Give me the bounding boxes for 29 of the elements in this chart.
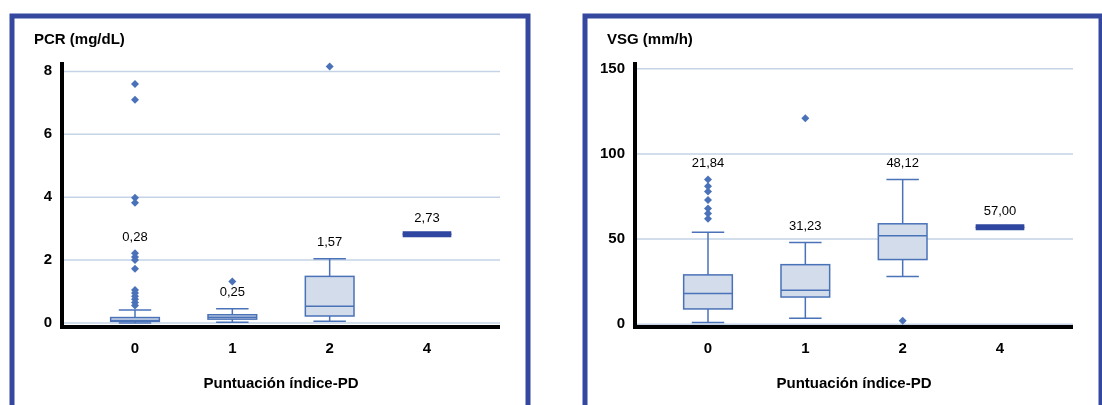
y-tick-label: 0 xyxy=(43,312,52,330)
y-tick-label: 4 xyxy=(43,187,53,205)
y-tick-label: 100 xyxy=(599,143,625,161)
x-tick-label: 0 xyxy=(703,339,713,356)
annotation: 48,12 xyxy=(886,154,919,170)
x-tick-label: 0 xyxy=(130,339,140,356)
x-tick-label: 2 xyxy=(898,339,907,356)
x-tick-label: 4 xyxy=(995,339,1005,356)
y-tick-label: 150 xyxy=(599,58,625,76)
x-tick-label: 4 xyxy=(422,339,432,356)
annotation: 57,00 xyxy=(983,202,1017,218)
x-axis-title: Puntuación índice-PD xyxy=(776,374,932,391)
annotation: 21,84 xyxy=(691,154,725,170)
x-tick-label: 1 xyxy=(228,339,237,356)
annotation: 1,57 xyxy=(317,234,343,250)
y-axis-title: VSG (mm/h) xyxy=(607,30,693,47)
x-axis-title: Puntuación índice-PD xyxy=(203,374,359,391)
y-tick-label: 50 xyxy=(608,229,625,247)
annotation: 2,73 xyxy=(414,209,440,225)
y-axis-title: PCR (mg/dL) xyxy=(34,30,125,47)
x-tick-label: 2 xyxy=(325,339,334,356)
y-tick-label: 6 xyxy=(43,124,52,142)
annotation: 31,23 xyxy=(789,217,822,233)
y-tick-label: 8 xyxy=(43,61,52,79)
x-tick-label: 1 xyxy=(801,339,810,356)
annotation: 0,28 xyxy=(122,228,148,244)
y-tick-label: 2 xyxy=(43,250,52,268)
annotation: 0,25 xyxy=(219,284,245,300)
y-tick-label: 0 xyxy=(616,314,625,332)
